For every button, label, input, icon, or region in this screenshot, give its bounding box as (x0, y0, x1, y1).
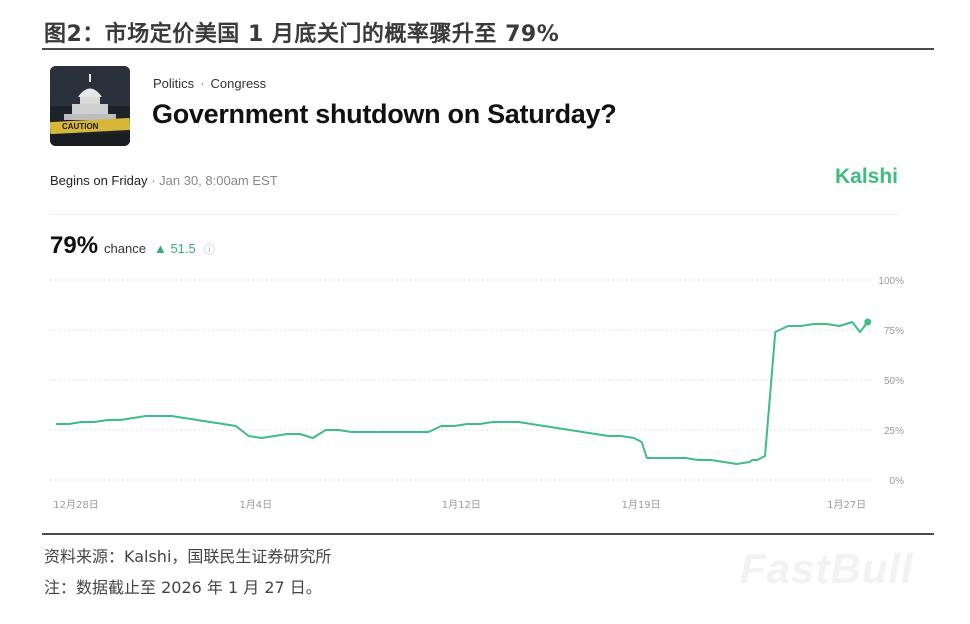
breadcrumb-subcategory[interactable]: Congress (210, 76, 267, 91)
y-tick-label: 25% (884, 426, 904, 437)
top-rule (42, 48, 934, 50)
end-marker (864, 318, 872, 326)
y-tick-label: 75% (884, 326, 904, 337)
watermark: FastBull (740, 545, 914, 592)
chance-label: chance (104, 241, 146, 256)
begins-time: Jan 30, 8:00am EST (159, 173, 278, 188)
info-circle-icon[interactable]: ⓘ (203, 244, 215, 256)
x-tick-label: 1月19日 (622, 499, 661, 511)
breadcrumb-separator: · (200, 76, 205, 91)
divider (50, 214, 898, 215)
source-note: 资料来源：Kalshi，国联民生证券研究所 (44, 547, 332, 566)
capitol-caution-photo[interactable]: CAUTION (50, 66, 130, 146)
x-tick-label: 1月12日 (442, 499, 481, 511)
begins-separator: · (151, 173, 160, 188)
y-tick-label: 100% (878, 276, 904, 287)
breadcrumb: Politics · Congress (153, 76, 266, 91)
y-tick-label: 0% (890, 476, 905, 487)
data-note: 注：数据截止至 2026 年 1 月 27 日。 (44, 578, 322, 597)
x-tick-label: 1月27日 (827, 499, 866, 511)
x-tick-label: 12月28日 (53, 499, 98, 511)
grid-layer (50, 279, 872, 481)
probability-chart: 0% 25% 50% 75% 100% 12月28日 1月4日 1月12日 1月19日 1月27… (50, 276, 904, 511)
chance-value: 79% (50, 232, 99, 259)
bottom-rule (42, 533, 934, 535)
caution-text: CAUTION (62, 122, 99, 131)
begins-label: Begins on Friday (50, 173, 148, 188)
figure-title: 图2：市场定价美国 1 月底关门的概率骤升至 79% (44, 22, 560, 47)
y-tick-labels: 0% 25% 50% 75% 100% (878, 276, 904, 487)
chance-stat: 79% chance ▲ 51.5 ⓘ (50, 232, 215, 260)
x-tick-labels: 12月28日 1月4日 1月12日 1月19日 1月27日 (53, 499, 866, 511)
x-tick-label: 1月4日 (239, 499, 272, 511)
kalshi-logo[interactable]: Kalshi (834, 165, 898, 188)
change-indicator: ▲ 51.5 (153, 241, 196, 256)
market-card: CAUTION Politics · Congress Government shu… (42, 52, 934, 532)
series-line (56, 321, 869, 465)
market-question: Government shutdown on Saturday? (152, 99, 617, 129)
begins-info: Begins on Friday · Jan 30, 8:00am EST (50, 173, 278, 188)
y-tick-label: 50% (884, 376, 904, 387)
breadcrumb-category[interactable]: Politics (153, 76, 195, 91)
